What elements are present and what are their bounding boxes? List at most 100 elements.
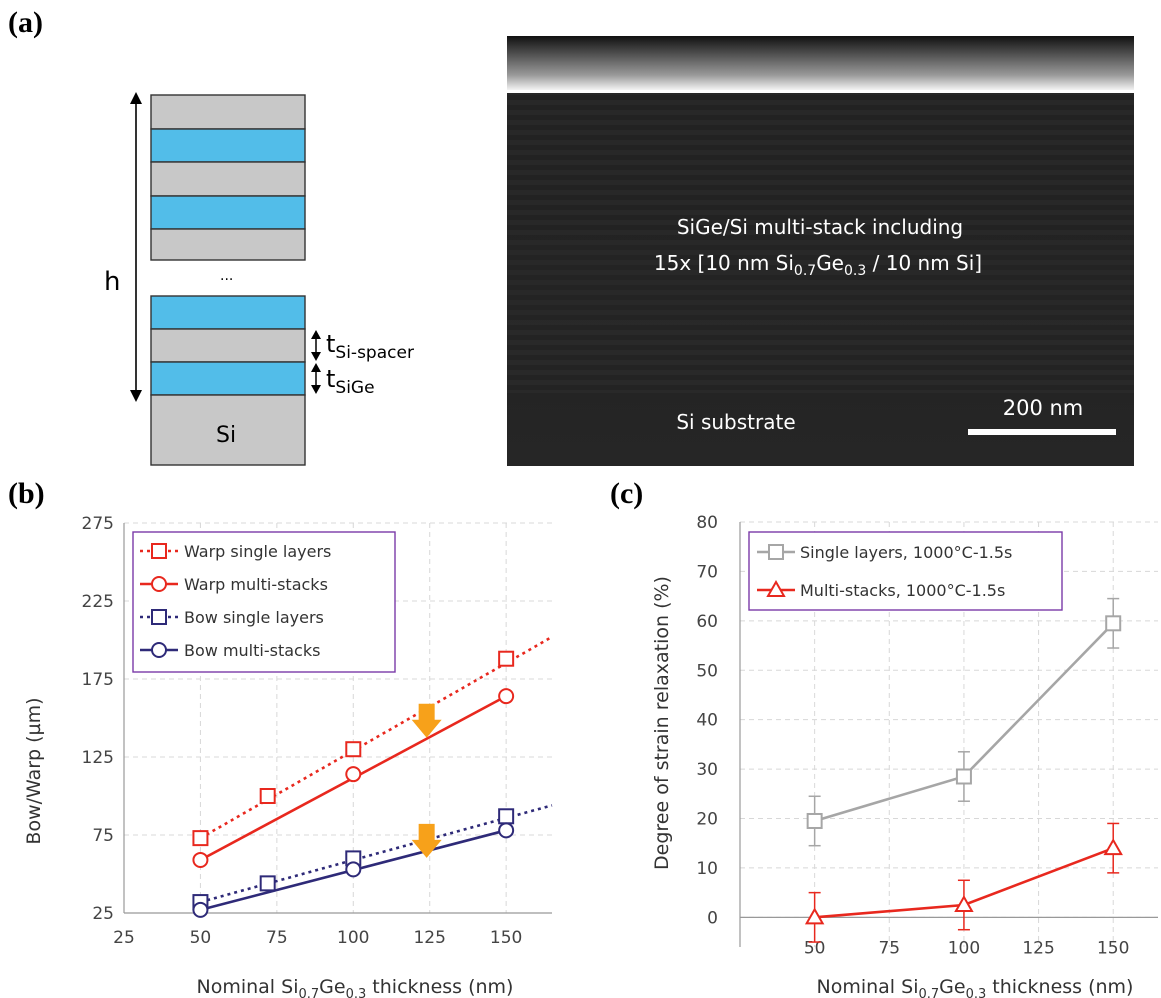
strain-relaxation-chart: Degree of strain relaxation (%) Nominal … [651,513,1158,998]
panel-label-b: (b) [8,477,45,510]
x-tick-label: 50 [804,938,826,958]
panel-label-a: (a) [8,6,43,39]
arrow-head [311,363,321,372]
legend-entry: Multi-stacks, 1000°C-1.5s [800,581,1005,600]
series-line [200,804,553,904]
scale-bar-label: 200 nm [1003,396,1084,420]
data-point [192,901,209,918]
y-tick-label: 75 [92,826,114,846]
legend-box [132,531,396,673]
y-tick-label: 225 [82,592,114,612]
y-tick-label: 125 [82,748,114,768]
si-spacer-layer [150,328,306,363]
x-tick-label: 75 [878,938,900,958]
legend-entry: Bow multi-stacks [184,641,320,660]
y-tick-label: 50 [696,661,718,681]
data-point [954,894,974,912]
arrow-head [311,352,321,361]
y-tick-label: 25 [92,904,114,924]
micrograph-multistack [507,93,1134,393]
sige-layer [150,295,306,330]
highlight-arrow [411,823,442,858]
height-arrow-bottom [130,390,142,402]
data-point [804,907,825,925]
legend-entry: Single layers, 1000°C-1.5s [800,543,1012,562]
x-tick-label: 100 [337,928,369,948]
chart-b-xlabel: Nominal Si0.7Ge0.3 thickness (nm) [197,976,514,998]
sige-layer [150,195,306,230]
data-point [498,822,515,839]
y-tick-label: 10 [696,859,718,879]
legend-marker [151,543,167,559]
highlight-arrow [411,703,442,738]
y-tick-label: 275 [82,514,114,534]
x-tick-label: 150 [1097,938,1129,958]
data-point [259,875,276,892]
data-point [345,861,362,878]
si-layer [150,228,306,261]
legend-marker [151,576,167,592]
chart-c-ylabel: Degree of strain relaxation (%) [651,576,673,870]
micrograph-caption-line2: 15x [10 nm Si0.7Ge0.3 / 10 nm Si] [654,251,982,279]
sige-layer [150,128,306,163]
scale-bar [968,429,1116,435]
x-tick-label: 150 [490,928,522,948]
si-layer [150,94,306,130]
data-point [192,830,209,847]
t-spacer-label: tSi-spacer [326,330,414,363]
y-tick-label: 175 [82,670,114,690]
x-tick-label: 25 [113,928,135,948]
data-point [806,812,823,829]
legend-marker [766,579,786,597]
y-tick-label: 60 [696,612,718,632]
height-arrow-top [130,92,142,104]
y-tick-label: 20 [696,810,718,830]
bow-warp-chart: Bow/Warp (µm) Nominal Si0.7Ge0.3 thickne… [23,514,553,998]
x-tick-label: 125 [413,928,445,948]
si-layer [150,161,306,197]
y-tick-label: 0 [707,908,718,928]
x-tick-label: 125 [1022,938,1054,958]
layer-stack-schematic: h ... tSi-spacer tSiGe Si [104,92,414,466]
data-point [498,650,515,667]
legend-entry: Warp single layers [184,542,331,561]
chart-c-xlabel: Nominal Si0.7Ge0.3 thickness (nm) [817,976,1134,998]
stack-ellipsis: ... [220,268,233,284]
legend-marker [151,642,167,658]
legend-marker [768,544,784,560]
chart-b-legend: Warp single layers Warp multi-stacks Bow s… [132,531,396,673]
si-substrate-label: Si substrate [676,410,795,434]
legend-entry: Bow single layers [184,608,324,627]
legend-box [748,531,1063,611]
data-point [345,766,362,783]
x-tick-label: 75 [266,928,288,948]
data-point [1105,615,1122,632]
panel-label-c: (c) [610,477,644,510]
data-point [345,741,362,758]
arrow-head [311,385,321,394]
micrograph-caption-line1: SiGe/Si multi-stack including [677,215,963,239]
chart-b-ylabel: Bow/Warp (µm) [23,697,45,844]
y-tick-label: 80 [696,513,718,533]
micrograph-surface-glow [507,36,1134,92]
sige-layer [150,361,306,396]
x-tick-label: 50 [190,928,212,948]
substrate-si-label: Si [216,423,236,448]
series-line [199,635,553,840]
x-tick-label: 100 [948,938,980,958]
data-point [498,808,515,825]
arrow-head [311,330,321,339]
t-sige-label: tSiGe [326,365,375,398]
si-substrate-block [150,394,306,466]
chart-c-legend: Single layers, 1000°C-1.5s Multi-stacks, … [748,531,1063,611]
tem-micrograph: SiGe/Si multi-stack including 15x [10 nm… [507,36,1134,466]
data-point [955,768,972,785]
y-tick-label: 30 [696,760,718,780]
data-point [1103,838,1123,856]
data-point [259,788,276,804]
legend-entry: Warp multi-stacks [184,575,328,594]
height-label: h [104,267,120,297]
data-point [192,851,209,868]
micrograph-surface-line [507,90,1134,93]
